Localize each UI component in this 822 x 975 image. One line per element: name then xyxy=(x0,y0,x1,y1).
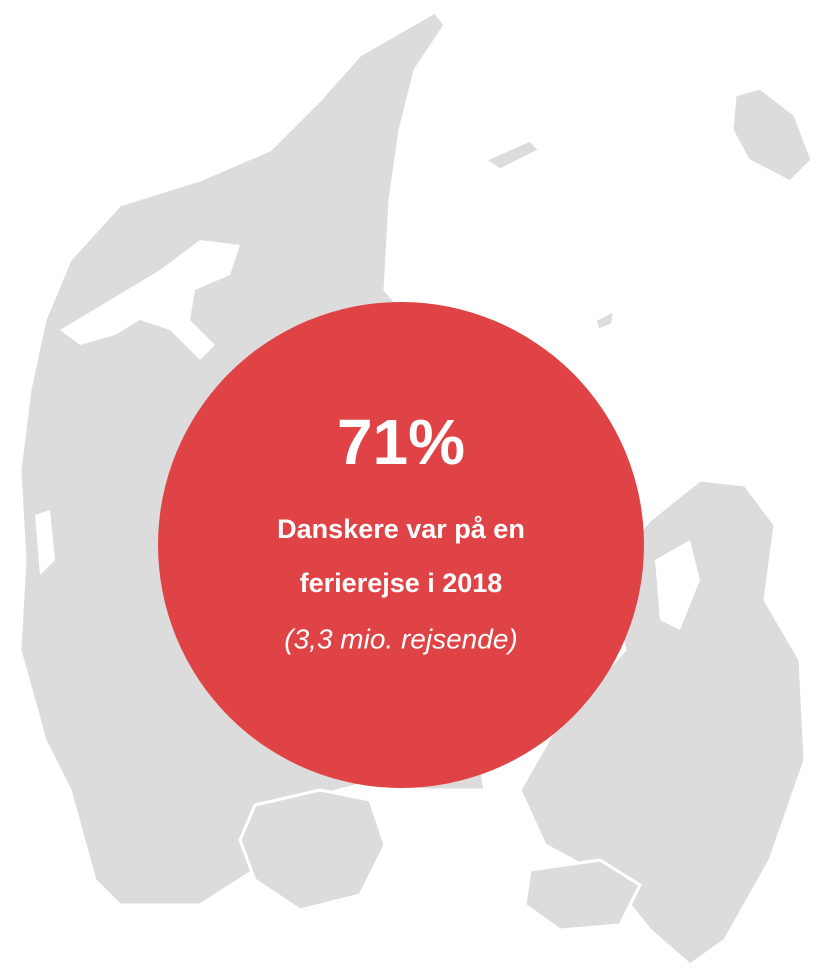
headline: 71% xyxy=(337,406,465,478)
anholt xyxy=(483,138,542,172)
bornholm xyxy=(730,86,814,184)
lolland xyxy=(523,858,642,932)
samso xyxy=(593,308,617,332)
funen xyxy=(238,788,387,912)
limfjord xyxy=(60,240,240,360)
highlight-circle xyxy=(158,302,644,788)
text-line: Danskere var på en xyxy=(277,514,525,544)
highlight: 71% Danskere var på en ferierejse i 2018… xyxy=(158,302,644,788)
note: (3,3 mio. rejsende) xyxy=(284,623,517,654)
text-line: ferierejse i 2018 xyxy=(300,568,503,598)
ringkobing-fjord xyxy=(35,510,55,575)
isefjord xyxy=(655,540,700,630)
